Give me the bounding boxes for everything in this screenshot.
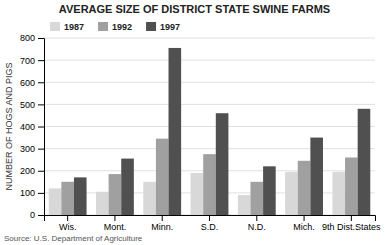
legend: 1987 1992 1997 — [50, 22, 180, 32]
tick: 800 — [20, 33, 44, 43]
tick: Wis. — [59, 215, 76, 232]
grid-line — [44, 60, 375, 61]
bar — [169, 48, 182, 215]
tick-mark — [38, 171, 44, 172]
legend-item: 1987 — [50, 22, 84, 32]
tick-label: Wis. — [59, 222, 76, 232]
tick: 400 — [20, 122, 44, 132]
bar — [74, 177, 87, 215]
tick: 100 — [20, 188, 44, 198]
tick-mark — [38, 193, 44, 194]
bar — [121, 159, 134, 215]
plot: 0 100 200 300 400 500 600 700 800 Wis. Mont. Minn. S… — [20, 33, 381, 232]
y-axis-label: NUMBER OF HOGS AND PIGS — [4, 62, 14, 190]
tick-mark — [256, 215, 257, 221]
bar — [216, 113, 229, 215]
tick-label: 9th Dist.States — [322, 222, 381, 232]
bar — [298, 161, 311, 215]
grid-line — [44, 148, 375, 149]
grid — [44, 38, 375, 215]
bar — [143, 182, 156, 215]
tick: N.D. — [248, 215, 266, 232]
tick-label: 100 — [20, 188, 35, 198]
tick-label: 300 — [20, 144, 35, 154]
tick-mark — [351, 215, 352, 221]
bar — [345, 157, 358, 215]
tick-label: 400 — [20, 122, 35, 132]
tick-mark — [38, 215, 44, 216]
tick-label: Mich. — [293, 222, 315, 232]
bar — [263, 166, 276, 215]
grid-line — [44, 38, 375, 39]
axis-line — [45, 216, 376, 222]
tick-mark — [38, 104, 44, 105]
tick: 600 — [20, 78, 44, 88]
tick-mark — [38, 149, 44, 150]
legend-item: 1997 — [146, 22, 180, 32]
bar — [332, 172, 345, 215]
bar — [96, 192, 109, 215]
bar — [310, 138, 323, 215]
tick-mark — [304, 215, 305, 221]
tick-label: S.D. — [201, 222, 219, 232]
tick-mark — [67, 215, 68, 221]
legend-swatch — [98, 22, 108, 31]
legend-swatch — [146, 22, 156, 31]
chart: 0 100 200 300 400 500 600 700 800 Wis. Mont. Minn. S… — [0, 0, 389, 245]
bar — [238, 195, 251, 215]
tick-label: 600 — [20, 78, 35, 88]
tick-label: 700 — [20, 56, 35, 66]
tick-mark — [38, 60, 44, 61]
tick-label: 500 — [20, 100, 35, 110]
tick-mark — [38, 82, 44, 83]
tick-label: Minn. — [151, 222, 173, 232]
legend-label: 1987 — [64, 22, 84, 32]
x-axis: Wis. Mont. Minn. S.D. N.D. Mich. 9th Dist.Stat… — [45, 215, 382, 232]
bar — [109, 174, 122, 215]
tick: S.D. — [201, 215, 219, 232]
bar — [250, 182, 263, 215]
tick: 9th Dist.States — [322, 215, 381, 232]
tick-label: 200 — [20, 166, 35, 176]
tick: 300 — [20, 144, 44, 154]
tick-label: N.D. — [248, 222, 266, 232]
bar-series — [74, 48, 370, 215]
tick-mark — [209, 215, 210, 221]
tick-label: Mont. — [104, 222, 127, 232]
legend-label: 1997 — [160, 22, 180, 32]
bar — [191, 173, 204, 215]
axis-line — [38, 39, 45, 216]
tick: Minn. — [151, 215, 173, 232]
legend-swatch — [50, 22, 60, 31]
grid-line — [44, 126, 375, 127]
legend-item: 1992 — [98, 22, 132, 32]
tick-mark — [162, 215, 163, 221]
tick: Mont. — [104, 215, 127, 232]
tick: 0 — [30, 210, 44, 220]
bar — [358, 109, 371, 215]
annotation: Source: U.S. Department of Agriculture — [4, 234, 143, 243]
title: AVERAGE SIZE OF DISTRICT STATE SWINE FAR… — [59, 3, 330, 15]
tick-label: 800 — [20, 33, 35, 43]
bar — [156, 139, 169, 215]
tick-mark — [38, 38, 44, 39]
tick-mark — [38, 127, 44, 128]
tick: 700 — [20, 56, 44, 66]
grid-line — [44, 104, 375, 105]
y-axis: 0 100 200 300 400 500 600 700 800 — [20, 33, 45, 220]
grid-line — [44, 82, 375, 83]
tick: 200 — [20, 166, 44, 176]
tick: Mich. — [293, 215, 315, 232]
tick-mark — [114, 215, 115, 221]
bar — [61, 182, 74, 215]
bar — [49, 188, 62, 215]
bar — [203, 154, 216, 215]
bar — [285, 172, 298, 215]
bars — [49, 48, 371, 215]
tick-label: 0 — [30, 210, 35, 220]
tick: 500 — [20, 100, 44, 110]
legend-label: 1992 — [112, 22, 132, 32]
